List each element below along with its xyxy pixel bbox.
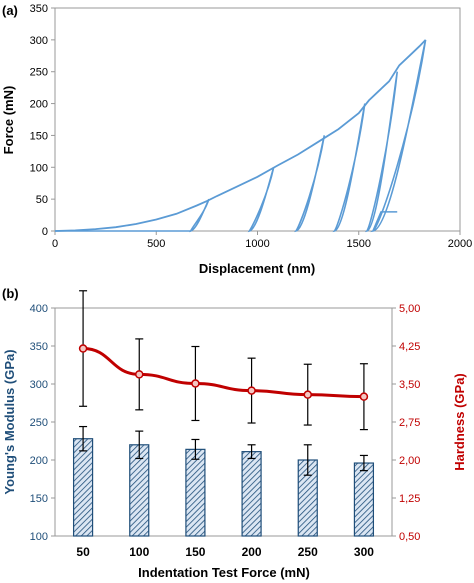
hardness-point	[359, 392, 369, 401]
y-tick-label: 200	[30, 99, 48, 111]
unloading-reloading-loop	[294, 135, 326, 233]
panel-a-curves	[54, 39, 427, 233]
hardness-point	[247, 386, 256, 395]
final-unload-segment	[372, 211, 398, 232]
left-y-tick-label: 400	[30, 303, 48, 315]
modulus-bar	[241, 451, 262, 537]
unloading-reloading-loop	[332, 103, 366, 233]
panel-b-plot-frame	[54, 307, 393, 537]
y-tick-label: 0	[42, 226, 48, 238]
hardness-point	[135, 370, 144, 379]
left-y-tick-label: 350	[30, 341, 48, 353]
right-y-tick-label: 4,25	[399, 341, 420, 353]
panel-b-right-axis-label: Hardness (GPa)	[452, 373, 467, 471]
x-tick-label: 1000	[245, 238, 269, 250]
loading-curve	[54, 39, 427, 232]
panel-a-y-axis-label: Force (mN)	[1, 86, 16, 155]
right-y-tick-label: 2,00	[399, 455, 420, 467]
hardness-point	[191, 379, 200, 388]
panel-a-plot-frame	[54, 7, 461, 232]
panel-b-x-axis-label: Indentation Test Force (mN)	[138, 565, 310, 580]
panel-b: (b) 100 150 200 250 300 350 400 0,50 1,25 2,00 2,…	[2, 286, 467, 580]
x-tick-label: 0	[52, 238, 58, 250]
left-y-tick-label: 150	[30, 493, 48, 505]
hardness-point	[303, 390, 312, 399]
unloading-reloading-loop	[247, 167, 275, 233]
x-tick-label: 2000	[448, 238, 472, 250]
panel-b-hardness-line	[78, 290, 369, 431]
right-y-tick-label: 1,25	[399, 493, 420, 505]
left-y-tick-label: 200	[30, 455, 48, 467]
left-y-tick-label: 100	[30, 531, 48, 543]
right-y-tick-label: 5,00	[399, 303, 420, 315]
left-y-tick-label: 250	[30, 417, 48, 429]
unloading-reloading-loop	[364, 71, 399, 233]
y-tick-label: 350	[30, 3, 48, 15]
x-tick-label: 1500	[347, 238, 371, 250]
y-tick-label: 100	[30, 162, 48, 174]
unloading-reloading-loop	[370, 39, 427, 233]
right-y-tick-label: 3,50	[399, 379, 420, 391]
modulus-bar	[72, 438, 94, 537]
panel-b-x-ticks: 50 100 150 200 250 300	[76, 545, 374, 559]
panel-a: (a) 0 50 100 150 200 250 300 350 0 500 1000 1500 20…	[1, 3, 472, 276]
modulus-bar	[353, 462, 375, 537]
x-category-label: 150	[185, 545, 205, 559]
left-y-tick-label: 300	[30, 379, 48, 391]
panel-a-x-ticks: 0 500 1000 1500 2000	[52, 231, 472, 250]
panel-a-x-axis-label: Displacement (nm)	[199, 261, 315, 276]
y-tick-label: 150	[30, 130, 48, 142]
y-tick-label: 300	[30, 35, 48, 47]
panel-b-left-axis-label: Young's Modulus (GPa)	[2, 349, 17, 494]
hardness-point	[78, 344, 88, 353]
panel-a-label: (a)	[2, 3, 18, 18]
panel-b-bars	[72, 425, 375, 537]
x-tick-label: 500	[147, 238, 165, 250]
y-tick-label: 50	[36, 194, 48, 206]
right-y-tick-label: 2,75	[399, 417, 420, 429]
y-tick-label: 250	[30, 67, 48, 79]
x-category-label: 50	[76, 545, 90, 559]
x-category-label: 250	[298, 545, 318, 559]
x-category-label: 200	[242, 545, 262, 559]
panel-b-right-y-ticks: 0,50 1,25 2,00 2,75 3,50 4,25 5,00	[392, 303, 420, 543]
modulus-bar	[185, 448, 206, 537]
hardness-line	[83, 347, 364, 399]
panel-b-left-y-ticks: 100 150 200 250 300 350 400	[30, 303, 55, 543]
panel-b-label: (b)	[2, 286, 19, 301]
x-category-label: 100	[129, 545, 149, 559]
x-category-label: 300	[354, 545, 374, 559]
panel-a-y-ticks: 0 50 100 150 200 250 300 350	[30, 3, 55, 238]
right-y-tick-label: 0,50	[399, 531, 420, 543]
